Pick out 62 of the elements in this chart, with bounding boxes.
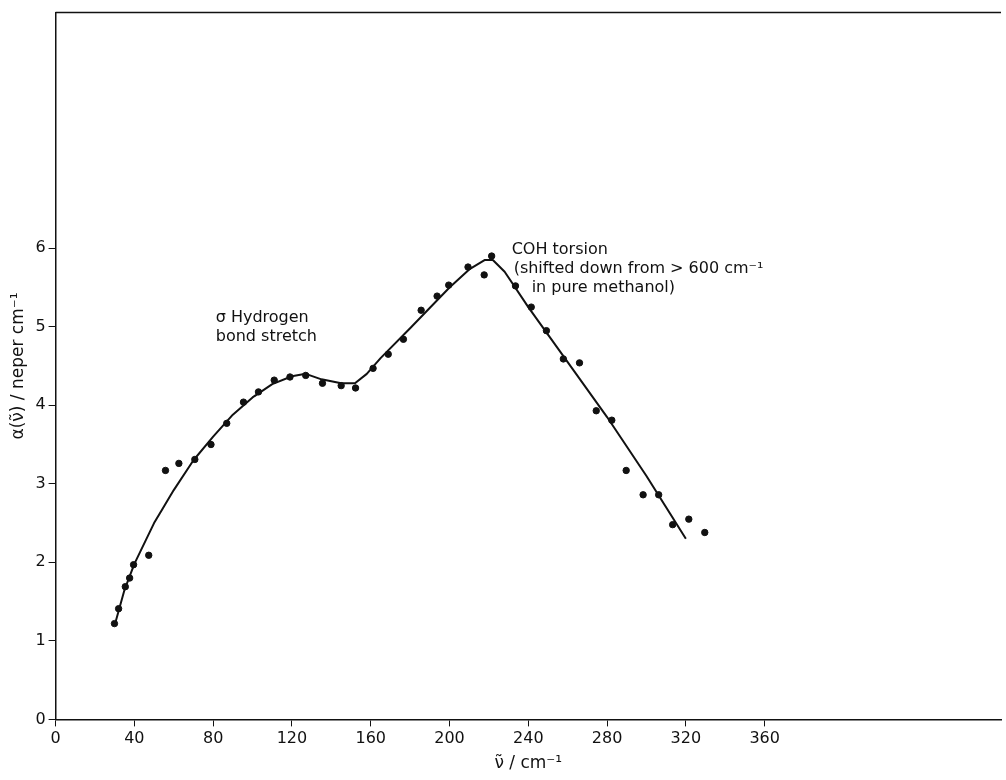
x-tick-label: 240 <box>513 728 544 748</box>
x-tick-label: 160 <box>355 728 386 748</box>
point <box>369 364 377 373</box>
x-tick-label: 80 <box>202 728 224 748</box>
point <box>622 466 630 475</box>
point <box>145 551 153 559</box>
point <box>286 373 294 381</box>
point <box>445 281 453 289</box>
point <box>608 416 616 424</box>
point <box>575 359 584 367</box>
point <box>125 574 134 582</box>
point <box>239 398 248 406</box>
point <box>302 371 310 380</box>
point <box>114 604 123 613</box>
point <box>337 381 345 390</box>
point <box>480 271 488 279</box>
y-tick-label: 5 <box>35 315 46 335</box>
point <box>685 515 693 523</box>
point <box>701 528 709 537</box>
y-tick-label: 0 <box>35 708 46 728</box>
point <box>399 335 408 343</box>
point <box>223 419 231 428</box>
point <box>110 619 119 628</box>
y-tick-label: 1 <box>35 630 46 650</box>
y-tick-label: 4 <box>35 394 46 414</box>
point <box>129 560 138 569</box>
point <box>384 350 392 358</box>
y-axis-title: α(ν̃) / neper cm⁻¹ <box>6 292 27 440</box>
point <box>417 306 425 314</box>
point <box>639 491 647 499</box>
point <box>351 384 360 392</box>
point <box>464 263 472 271</box>
point <box>592 407 600 415</box>
x-axis-title: ν̃ / cm⁻¹ <box>494 752 563 773</box>
point <box>318 379 327 387</box>
point <box>487 252 496 260</box>
point <box>254 388 263 396</box>
point <box>433 292 441 300</box>
y-tick-label: 6 <box>35 237 46 257</box>
x-tick-label: 0 <box>50 728 61 748</box>
x-tick-label: 360 <box>749 728 780 748</box>
annotation: σ Hydrogen bond stretch <box>215 306 317 345</box>
point <box>511 282 520 290</box>
point <box>270 376 278 384</box>
point <box>121 582 129 591</box>
x-tick-label: 120 <box>276 728 308 748</box>
point <box>207 440 215 449</box>
point <box>654 491 663 499</box>
point <box>175 459 183 468</box>
point <box>527 303 535 311</box>
point <box>668 520 677 529</box>
annotation: COH torsion (shifted down from > 600 cm⁻¹ in pure methanol) <box>511 239 764 297</box>
x-tick-label: 200 <box>434 728 465 748</box>
point <box>191 455 199 464</box>
y-tick-label: 2 <box>35 551 46 571</box>
point <box>559 355 568 363</box>
x-tick-label: 320 <box>670 728 702 748</box>
y-tick-label: 3 <box>35 472 46 492</box>
x-tick-label: 40 <box>124 728 145 748</box>
x-tick-label: 280 <box>591 728 623 748</box>
point <box>161 466 170 475</box>
point <box>542 326 551 335</box>
